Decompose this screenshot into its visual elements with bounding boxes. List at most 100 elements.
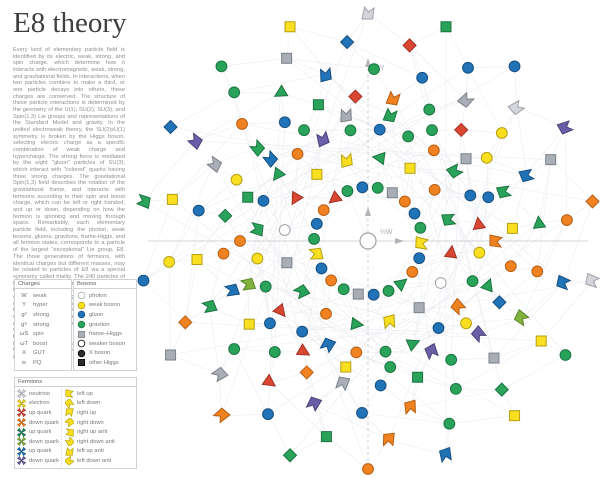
charge-symbol: g⁸ [21, 321, 27, 328]
boson-label: weak boson [89, 302, 120, 309]
fermions-legend: Fermions neutrino electron up quark down qu… [14, 377, 137, 469]
e8-node-circle [423, 103, 436, 116]
e8-node-flag [450, 297, 467, 316]
charge-symbol: ωS [19, 331, 29, 338]
e8-node-square [413, 302, 425, 314]
square-icon [77, 330, 86, 338]
e8-node-flag [439, 446, 452, 464]
flag-icon [64, 427, 74, 437]
boson-row: weaker boson [77, 339, 133, 349]
e8-node-circle [337, 283, 350, 296]
e8-node-flag [186, 132, 203, 150]
fermion-type-label: down quark [29, 438, 59, 445]
boson-row: weak boson [77, 301, 133, 311]
boson-label: gluon [89, 311, 104, 318]
e8-node-flag [262, 149, 279, 168]
e8-node-circle [408, 207, 421, 220]
e8-node-flag [513, 309, 530, 327]
e8-node-circle [434, 277, 447, 289]
e8-node-circle [384, 361, 397, 373]
e8-node-square [352, 288, 364, 300]
e8-node-circle [445, 353, 458, 366]
e8-node-open-circle [359, 232, 377, 250]
charge-row: w PQ [18, 358, 68, 368]
fermion-spin-row: left up [65, 389, 115, 399]
e8-node-circle [413, 252, 426, 265]
e8-node-square [440, 21, 452, 33]
charge-label: GUT [33, 350, 46, 357]
e8-node-circle [215, 60, 228, 73]
e8-node-triangle [273, 166, 287, 182]
e8-node-flag [305, 396, 323, 413]
fermion-type-label: up quark [29, 409, 52, 416]
charge-label: PQ [33, 359, 42, 366]
e8-node-circle [341, 185, 354, 197]
e8-node-circle [217, 247, 230, 260]
e8-node-circle [259, 280, 272, 293]
fermion-spins-column: left up left down right up right down right … [60, 387, 117, 468]
e8-node-flag [361, 5, 375, 20]
e8-node-flag [470, 324, 487, 344]
charge-row: X GUT [18, 349, 68, 359]
pinwheel-icon [17, 427, 26, 437]
e8-node-circle [406, 266, 419, 278]
e8-node-circle [426, 124, 438, 137]
e8-node-circle [264, 317, 276, 330]
circle-icon [77, 301, 86, 310]
e8-node-circle [473, 246, 486, 259]
x-axis-arrow-icon [395, 238, 404, 244]
e8-node-diamond [402, 38, 417, 53]
charge-symbol: g³ [21, 311, 27, 318]
e8-node-square [311, 168, 323, 180]
e8-node-flag [249, 222, 264, 237]
e8-node-circle [262, 408, 274, 421]
boson-row: gluon [77, 310, 133, 320]
e8-node-circle [317, 204, 330, 216]
e8-node-square [506, 222, 518, 234]
fermion-type-row: down quark [17, 437, 59, 447]
e8-node-circle [367, 288, 380, 301]
boson-label: graviton [89, 321, 110, 328]
e8-node-diamond [494, 382, 510, 397]
e8-node-flag [212, 407, 231, 424]
e8-node-circle [320, 307, 332, 320]
boson-row: other Higgs [77, 358, 133, 368]
fermion-spin-row: left up anti [65, 446, 115, 457]
e8-node-circle [356, 181, 369, 194]
charge-row: g³ strong [18, 310, 68, 320]
e8-node-triangle [472, 216, 487, 231]
charge-label: strong [33, 311, 50, 318]
e8-node-flag [316, 130, 330, 148]
e8-node-flag [200, 299, 218, 314]
fermion-type-row: up quark [17, 427, 59, 437]
open-circle-icon [77, 339, 86, 348]
charge-symbol: X [22, 350, 26, 357]
e8-node-square [488, 352, 500, 364]
e8-node-triangle [261, 373, 277, 387]
boson-row: X boson [77, 349, 133, 359]
fermion-spin-label: left up anti [76, 448, 104, 455]
e8-node-flag [489, 234, 504, 248]
boson-label: X boson [89, 350, 111, 357]
charge-symbol: W [21, 292, 27, 299]
fermion-type-label: down quark [29, 457, 59, 464]
boson-row: photon [77, 291, 133, 301]
e8-node-circle [251, 252, 264, 265]
circle-icon [77, 311, 86, 319]
e8-node-diamond [339, 34, 355, 50]
bosons-legend-header: Bosons [74, 280, 136, 289]
e8-node-flag [441, 213, 457, 226]
fermion-spin-row: left down [64, 398, 115, 409]
e8-node-circle [504, 260, 517, 273]
flag-icon [64, 418, 74, 428]
root-nodes [135, 5, 600, 475]
e8-node-diamond [348, 89, 363, 104]
e8-node-circle [356, 406, 368, 419]
e8-node-flag [445, 163, 464, 179]
e8-node-flag [319, 337, 337, 354]
fermion-type-row: up quark [17, 446, 59, 457]
e8-node-flag [382, 107, 398, 123]
